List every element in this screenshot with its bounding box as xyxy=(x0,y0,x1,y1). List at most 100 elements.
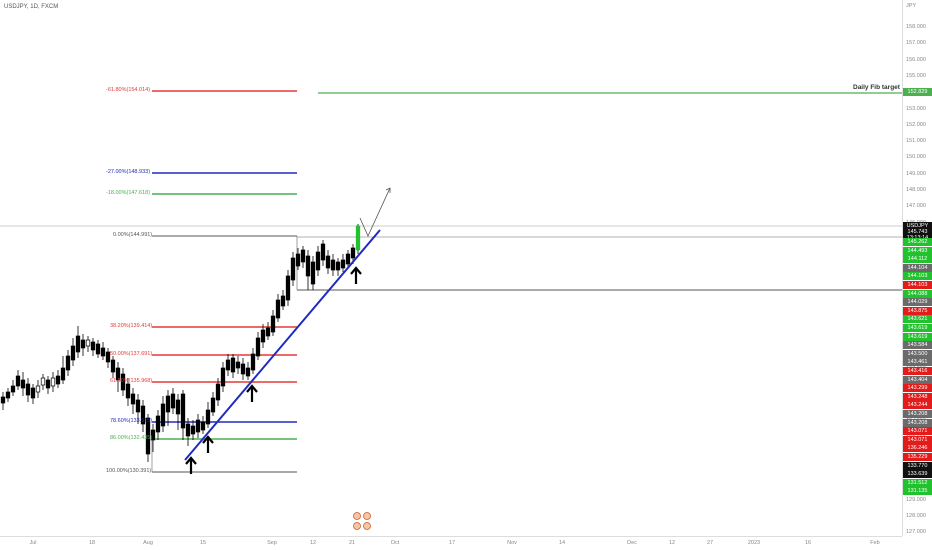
projection-arrow xyxy=(359,187,391,237)
candle xyxy=(135,399,141,413)
candle xyxy=(295,253,301,267)
economic-event-icon xyxy=(363,512,371,520)
time-tick: Jul xyxy=(29,540,37,546)
fib-label: 86.00%(132.435) xyxy=(110,435,153,441)
price-badge: 143.500 xyxy=(903,349,932,358)
candle xyxy=(70,345,76,361)
price-badge: 144.104 xyxy=(903,263,932,272)
candle xyxy=(200,421,206,431)
candle xyxy=(225,359,231,371)
candle xyxy=(35,385,41,393)
candle xyxy=(110,359,116,373)
price-badge: 143.071 xyxy=(903,427,932,436)
candle xyxy=(305,255,311,277)
candle xyxy=(175,399,181,415)
time-tick: 2023 xyxy=(747,540,761,546)
candle xyxy=(350,247,356,259)
candle xyxy=(270,315,276,333)
economic-event-icon xyxy=(353,512,361,520)
candle xyxy=(220,367,226,387)
price-tick: 147.000 xyxy=(906,203,926,210)
candle xyxy=(30,387,36,399)
candle xyxy=(300,249,306,263)
candle xyxy=(275,299,281,319)
fib-label: -18.00%(147.618) xyxy=(106,190,151,196)
fib-label: 0.00%(144.991) xyxy=(113,232,153,238)
price-badge: 144.029 xyxy=(903,298,932,307)
candle xyxy=(155,415,161,433)
price-tick: 128.000 xyxy=(906,513,926,519)
fib-label: 38.20%(139.414) xyxy=(110,323,153,329)
time-tick: 12 xyxy=(309,540,317,546)
arrow-head-icon xyxy=(385,187,391,193)
candle xyxy=(265,327,271,337)
time-tick: Feb xyxy=(870,540,880,546)
candle xyxy=(180,393,186,429)
candle xyxy=(205,409,211,425)
price-badge: 143.248 xyxy=(903,392,932,401)
price-tick: 158.000 xyxy=(906,24,926,30)
price-tick: 152.000 xyxy=(906,121,926,128)
price-badge: 131.512 xyxy=(903,478,932,487)
candle xyxy=(170,393,176,409)
price-tick: 134.000 xyxy=(906,415,926,421)
time-tick: 14 xyxy=(558,540,566,546)
price-badge: 145.743 xyxy=(903,228,932,236)
candle xyxy=(60,367,66,381)
price-badge: 143.875 xyxy=(903,306,932,315)
candle xyxy=(5,391,11,399)
time-tick: Oct xyxy=(390,540,400,546)
candle xyxy=(130,393,136,405)
candle xyxy=(80,339,86,349)
time-tick: 27 xyxy=(706,540,714,546)
candle xyxy=(45,379,51,389)
candle xyxy=(215,383,221,401)
candle xyxy=(165,395,171,413)
candle xyxy=(210,397,216,413)
time-tick: 16 xyxy=(804,540,812,546)
price-badge: 133.770 xyxy=(903,461,932,470)
candle xyxy=(0,396,6,404)
price-badge: 144.103 xyxy=(903,272,932,281)
candle xyxy=(340,259,346,269)
price-badge: USDJPY xyxy=(903,222,932,230)
candle xyxy=(55,375,61,385)
price-tick: 129.000 xyxy=(906,496,926,503)
candle xyxy=(140,405,146,425)
time-tick: 18 xyxy=(88,540,96,546)
price-tick: 148.000 xyxy=(906,187,926,193)
price-badge: 143.584 xyxy=(903,341,932,350)
price-badge: 143.619 xyxy=(903,332,932,341)
price-badge: 136.246 xyxy=(903,444,932,453)
candle xyxy=(250,353,256,371)
price-tick: 151.000 xyxy=(906,138,926,145)
candle xyxy=(335,261,341,271)
candle xyxy=(260,329,266,343)
candle xyxy=(190,425,196,435)
candle xyxy=(145,417,151,455)
symbol-title: USDJPY, 1D, FXCM xyxy=(4,4,59,10)
price-badge: 145.262 xyxy=(903,238,932,246)
candle xyxy=(320,243,326,261)
up-arrow-icon xyxy=(185,456,197,465)
candle xyxy=(230,357,236,373)
price-badge: 143.208 xyxy=(903,418,932,427)
candle xyxy=(315,251,321,271)
candle xyxy=(25,383,31,396)
candle xyxy=(195,419,201,433)
up-arrow-icon xyxy=(202,435,214,444)
candle xyxy=(330,259,336,271)
candle xyxy=(150,429,156,441)
trendline xyxy=(184,229,381,461)
price-badge: 143.244 xyxy=(903,401,932,410)
currency-label: JPY xyxy=(906,3,917,9)
fib-label: 78.60%(133.515) xyxy=(110,418,153,424)
candle xyxy=(15,375,21,387)
time-tick: Nov xyxy=(507,540,517,546)
candle xyxy=(50,377,56,387)
fib-label: 100.00%(130.391) xyxy=(106,468,152,474)
price-tick: 157.000 xyxy=(906,40,926,47)
fib-label: -27.00%(148.933) xyxy=(106,169,151,175)
price-badge: 143.621 xyxy=(903,315,932,324)
